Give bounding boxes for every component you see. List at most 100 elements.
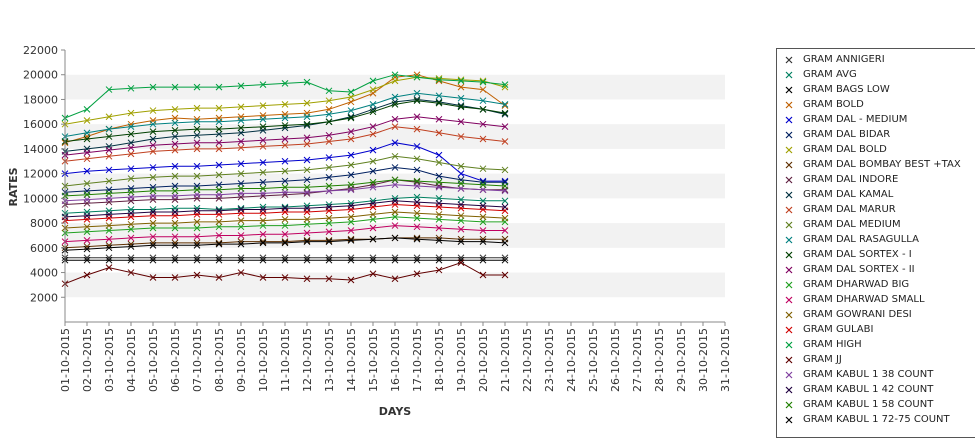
data-point: [215, 125, 223, 133]
data-point: [281, 216, 289, 223]
data-point: [501, 109, 509, 117]
data-point: [83, 180, 91, 187]
plot-band: [65, 173, 725, 199]
data-point: [215, 186, 223, 194]
data-point: [303, 183, 311, 191]
legend-item: GRAM DAL BIDAR: [783, 127, 890, 142]
data-point: [193, 207, 201, 215]
data-point: [303, 140, 311, 148]
data-point: [479, 77, 487, 85]
series-gram-kabul-1-58-count: [61, 176, 509, 200]
data-point: [303, 113, 311, 121]
legend-item: GRAM DAL KAMAL: [783, 187, 893, 202]
series-gram-dharwad-small: [61, 222, 509, 245]
legend-item: GRAM DAL MARUR: [783, 202, 896, 217]
data-point: [479, 218, 487, 226]
data-point: [413, 155, 421, 163]
data-point: [83, 191, 91, 199]
data-point: [457, 201, 465, 208]
data-point: [413, 193, 421, 201]
series-gram-dal-bidar: [61, 164, 509, 196]
y-tick-label: 8000: [30, 217, 58, 230]
data-point: [215, 240, 223, 248]
series-gram-dal-kamal: [61, 96, 509, 155]
data-point: [215, 232, 223, 239]
data-point: [501, 256, 509, 264]
data-point: [149, 206, 157, 213]
data-point: [259, 136, 267, 144]
data-point: [435, 195, 443, 202]
legend-marker-icon: [785, 116, 793, 123]
data-point: [303, 156, 311, 164]
legend-item: GRAM DAL SORTEX - II: [783, 262, 915, 277]
data-point: [105, 244, 113, 252]
y-tick-label: 16000: [23, 118, 58, 131]
data-point: [325, 173, 333, 181]
data-point: [479, 213, 487, 221]
data-point: [347, 88, 355, 96]
data-point: [171, 162, 179, 170]
data-point: [457, 103, 465, 111]
data-point: [435, 115, 443, 123]
data-point: [171, 133, 179, 140]
data-point: [303, 238, 311, 245]
x-tick-label: 04-10-2015: [125, 328, 138, 392]
data-point: [435, 237, 443, 244]
data-point: [391, 139, 399, 147]
data-point: [501, 214, 509, 222]
data-point: [501, 83, 509, 91]
data-point: [281, 256, 289, 264]
data-point: [215, 139, 223, 147]
data-point: [347, 151, 355, 159]
data-point: [259, 274, 267, 281]
x-tick-label: 09-10-2015: [235, 328, 248, 392]
data-point: [237, 217, 245, 224]
data-point: [171, 105, 179, 113]
legend-label: GRAM DAL SORTEX - II: [803, 264, 915, 275]
data-point: [479, 97, 487, 105]
data-point: [413, 177, 421, 185]
data-point: [281, 177, 289, 185]
legend-marker-icon: [785, 161, 793, 168]
legend: GRAM ANNIGERI GRAM AVG GRAM BAGS LOW GRAM B…: [776, 48, 975, 438]
legend-label: GRAM DHARWAD BIG: [803, 279, 910, 290]
legend-label: GRAM DAL MARUR: [803, 204, 896, 215]
data-point: [413, 89, 421, 97]
data-point: [127, 225, 135, 233]
data-point: [303, 229, 311, 237]
data-point: [369, 123, 377, 131]
series-gram-dal-rasagulla: [61, 89, 509, 140]
data-point: [479, 227, 487, 234]
data-point: [83, 223, 91, 231]
data-point: [325, 219, 333, 227]
data-point: [215, 104, 223, 112]
legend-item: GRAM KABUL 1 72-75 COUNT: [783, 412, 950, 427]
data-point: [325, 118, 333, 126]
data-point: [281, 157, 289, 165]
data-point: [215, 207, 223, 215]
data-point: [303, 134, 311, 142]
data-point: [369, 216, 377, 223]
data-point: [347, 135, 355, 143]
x-axis-label: DAYS: [379, 405, 412, 418]
x-tick-label: 28-10-2015: [653, 328, 666, 392]
data-point: [391, 101, 399, 108]
data-point: [149, 148, 157, 155]
data-point: [193, 172, 201, 180]
series-gram-kabul-1-38-count: [61, 181, 509, 205]
data-point: [457, 133, 465, 140]
legend-label: GRAM GOWRANI DESI: [803, 309, 912, 320]
data-point: [435, 216, 443, 223]
data-point: [105, 256, 113, 264]
data-point: [369, 178, 377, 186]
legend-label: GRAM GULABI: [803, 324, 874, 335]
data-point: [237, 204, 245, 212]
data-point: [281, 230, 289, 238]
data-point: [83, 256, 91, 264]
data-point: [457, 162, 465, 170]
data-point: [171, 182, 179, 190]
data-point: [171, 140, 179, 148]
data-point: [215, 181, 223, 189]
data-point: [479, 86, 487, 93]
legend-label: GRAM DAL - MEDIUM: [803, 114, 908, 125]
